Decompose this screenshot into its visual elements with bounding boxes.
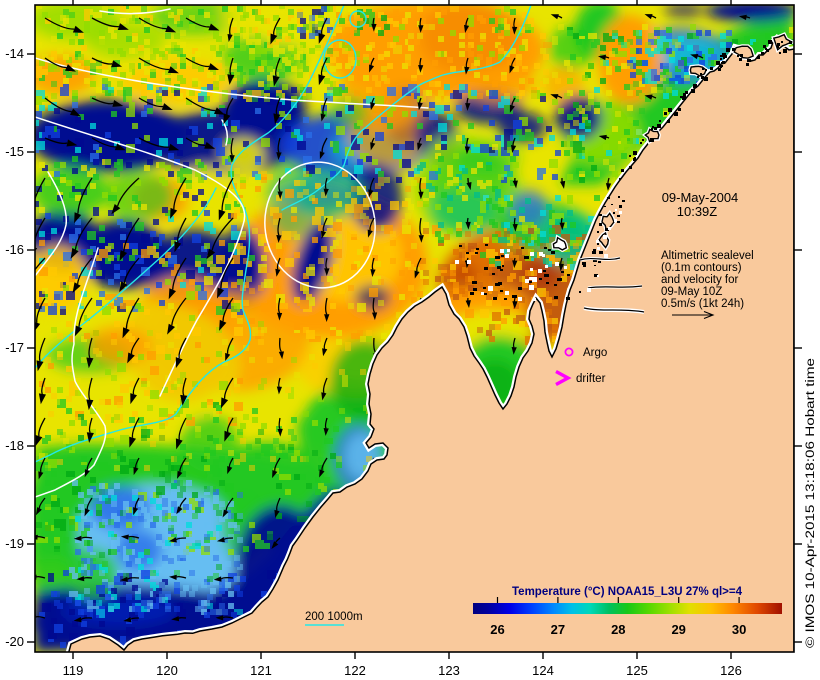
svg-text:10:39Z: 10:39Z bbox=[677, 204, 718, 219]
svg-text:Temperature (°C) NOAA15_L3U 27: Temperature (°C) NOAA15_L3U 27% ql>=4 bbox=[512, 586, 743, 598]
svg-text:120: 120 bbox=[156, 663, 178, 678]
svg-text:30: 30 bbox=[732, 622, 746, 637]
svg-text:-20: -20 bbox=[5, 634, 24, 649]
svg-text:and velocity for: and velocity for bbox=[661, 274, 739, 286]
svg-text:29: 29 bbox=[671, 622, 685, 637]
svg-text:09-May-2004: 09-May-2004 bbox=[662, 190, 739, 205]
svg-text:119: 119 bbox=[63, 663, 84, 678]
svg-text:122: 122 bbox=[344, 663, 366, 678]
svg-text:28: 28 bbox=[611, 622, 625, 637]
svg-text:-14: -14 bbox=[5, 46, 24, 61]
svg-text:drifter: drifter bbox=[576, 373, 606, 385]
svg-text:125: 125 bbox=[626, 663, 648, 678]
svg-text:© IMOS 10-Apr-2015 13:18:06 Ho: © IMOS 10-Apr-2015 13:18:06 Hobart time bbox=[805, 358, 817, 648]
svg-text:-18: -18 bbox=[5, 438, 24, 453]
svg-text:123: 123 bbox=[438, 663, 460, 678]
svg-text:200 1000m: 200 1000m bbox=[305, 611, 363, 623]
svg-text:-19: -19 bbox=[5, 536, 24, 551]
svg-text:27: 27 bbox=[551, 622, 565, 637]
svg-text:26: 26 bbox=[490, 622, 504, 637]
svg-text:09-May 10Z: 09-May 10Z bbox=[661, 286, 722, 298]
svg-text:-17: -17 bbox=[5, 340, 24, 355]
svg-text:Argo: Argo bbox=[583, 347, 607, 359]
svg-text:-16: -16 bbox=[5, 242, 24, 257]
svg-text:Altimetric sealevel: Altimetric sealevel bbox=[661, 250, 754, 262]
svg-text:121: 121 bbox=[250, 663, 272, 678]
svg-text:-15: -15 bbox=[5, 144, 24, 159]
svg-text:0.5m/s (1kt 24h): 0.5m/s (1kt 24h) bbox=[661, 298, 744, 310]
svg-text:(0.1m contours): (0.1m contours) bbox=[661, 262, 742, 274]
svg-text:124: 124 bbox=[532, 663, 554, 678]
svg-text:126: 126 bbox=[720, 663, 742, 678]
